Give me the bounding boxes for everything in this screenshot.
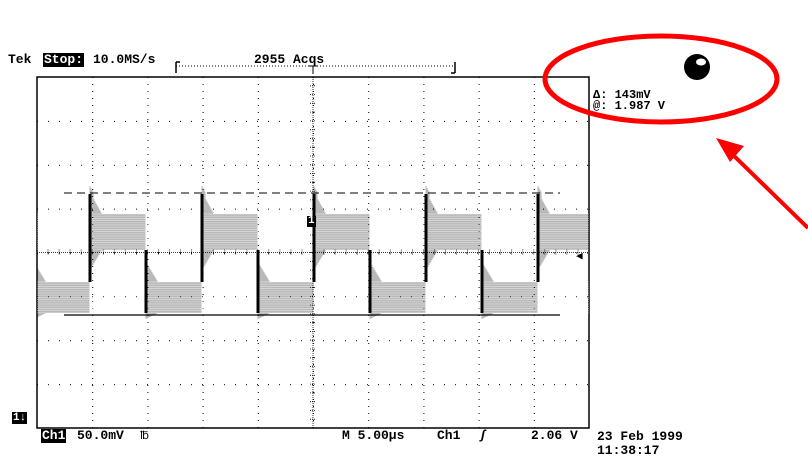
- cursor-knob-icon: [684, 54, 710, 80]
- acquisition-count: 2955 Acqs: [254, 52, 325, 67]
- trigger-level: 2.06 V: [531, 428, 578, 443]
- waveform-trace: [36, 186, 590, 319]
- cursor-delta-readout: Δ: 143mV: [593, 88, 651, 102]
- annotation-arrow: [716, 138, 808, 230]
- channel-ground-marker: 1↓: [12, 412, 28, 424]
- run-state-badge: Stop:: [43, 52, 85, 67]
- channel-label: Ch1: [41, 428, 67, 443]
- cursor-position-readout: @: 1.987 V: [593, 99, 666, 113]
- brand-label: Tek: [8, 52, 32, 67]
- bandwidth-limit-icon: ℔: [140, 431, 149, 443]
- record-position-bar: [175, 61, 456, 74]
- capture-date: 23 Feb 1999: [597, 429, 683, 444]
- capture-time: 11:38:17: [597, 443, 660, 458]
- trigger-point-marker: 1: [307, 215, 316, 227]
- timebase-setting: M 5.00µs: [342, 428, 405, 443]
- volts-per-division: 50.0mV: [77, 428, 124, 443]
- trigger-level-arrow-icon: ◀: [576, 251, 583, 263]
- trigger-source: Ch1: [437, 428, 461, 443]
- highlight-circle: [542, 33, 780, 125]
- trigger-slope-icon: ʃ: [479, 428, 487, 443]
- sample-rate: 10.0MS/s: [93, 52, 156, 67]
